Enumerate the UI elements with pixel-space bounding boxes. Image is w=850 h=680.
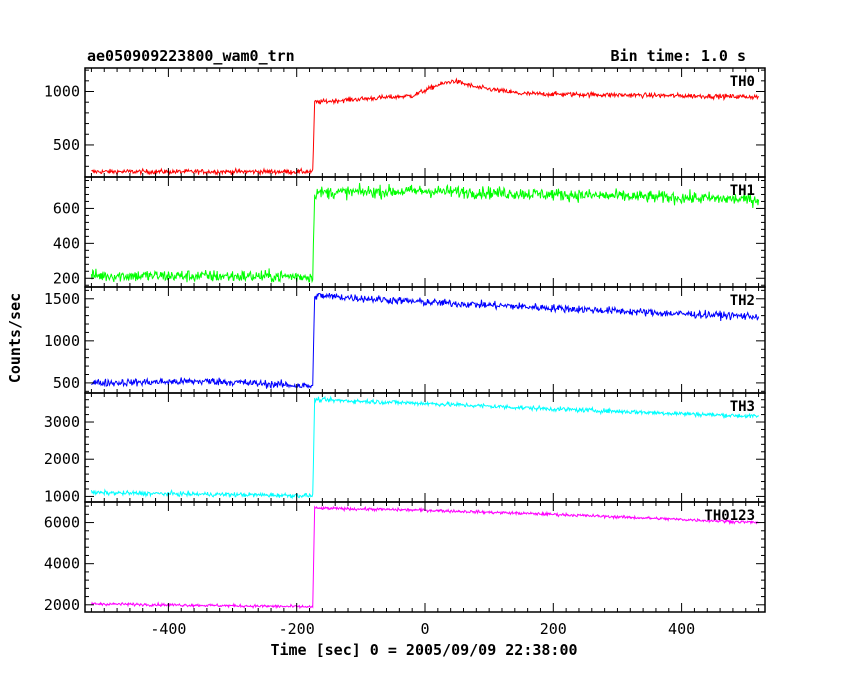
series-line-th1 xyxy=(90,182,760,284)
panel-label: TH0 xyxy=(730,74,755,90)
x-tick-label: 0 xyxy=(420,620,429,638)
series-line-th0 xyxy=(91,77,760,177)
y-tick-label: 500 xyxy=(53,136,80,154)
series-line-th2 xyxy=(91,292,760,390)
panel-th1: 200 400 600 TH1 xyxy=(53,176,766,288)
panel-label: TH2 xyxy=(730,293,755,309)
panel-label: TH3 xyxy=(730,399,755,415)
panel-th0: 500 1000 TH0 xyxy=(44,67,766,178)
y-tick-label: 4000 xyxy=(44,555,80,573)
y-tick-label: 1000 xyxy=(44,332,80,350)
panel-label: TH1 xyxy=(730,183,755,199)
series-line-th3 xyxy=(90,395,759,500)
y-axis-label: Counts/sec xyxy=(6,293,24,383)
x-tick-label: -400 xyxy=(150,620,186,638)
y-tick-label: 1000 xyxy=(44,83,80,101)
series-line-th0123 xyxy=(90,505,759,610)
y-tick-label: 2000 xyxy=(44,450,80,468)
y-tick-label: 3000 xyxy=(44,413,80,431)
panel-frame xyxy=(84,392,766,503)
y-tick-label: 2000 xyxy=(44,596,80,614)
y-tick-label: 6000 xyxy=(44,514,80,532)
panel-th3: 1000 2000 3000 TH3 xyxy=(44,392,766,505)
panel-th2: 500 1000 1500 TH2 xyxy=(44,286,766,394)
chart-title: ae050909223800_wam0_trn xyxy=(87,47,295,65)
y-tick-label: 1500 xyxy=(44,290,80,308)
panels-group: 500 1000 TH0 200 400 600 TH1 500 1000 1500 TH2 1000… xyxy=(44,67,766,638)
panel-frame xyxy=(84,67,766,178)
y-tick-label: 200 xyxy=(53,269,80,287)
x-axis-label: Time [sec] 0 = 2005/09/09 22:38:00 xyxy=(270,641,577,659)
panel-th0123: 2000 4000 6000 TH0123 xyxy=(44,501,766,614)
y-tick-label: 400 xyxy=(53,234,80,252)
panel-frame xyxy=(84,176,766,288)
x-tick-label: 400 xyxy=(668,620,695,638)
y-tick-label: 600 xyxy=(53,199,80,217)
x-tick-label: -200 xyxy=(279,620,315,638)
panel-label: TH0123 xyxy=(704,508,755,524)
y-tick-label: 1000 xyxy=(44,487,80,505)
x-tick-label: 200 xyxy=(540,620,567,638)
bin-time-label: Bin time: 1.0 s xyxy=(611,47,746,65)
y-tick-label: 500 xyxy=(53,374,80,392)
